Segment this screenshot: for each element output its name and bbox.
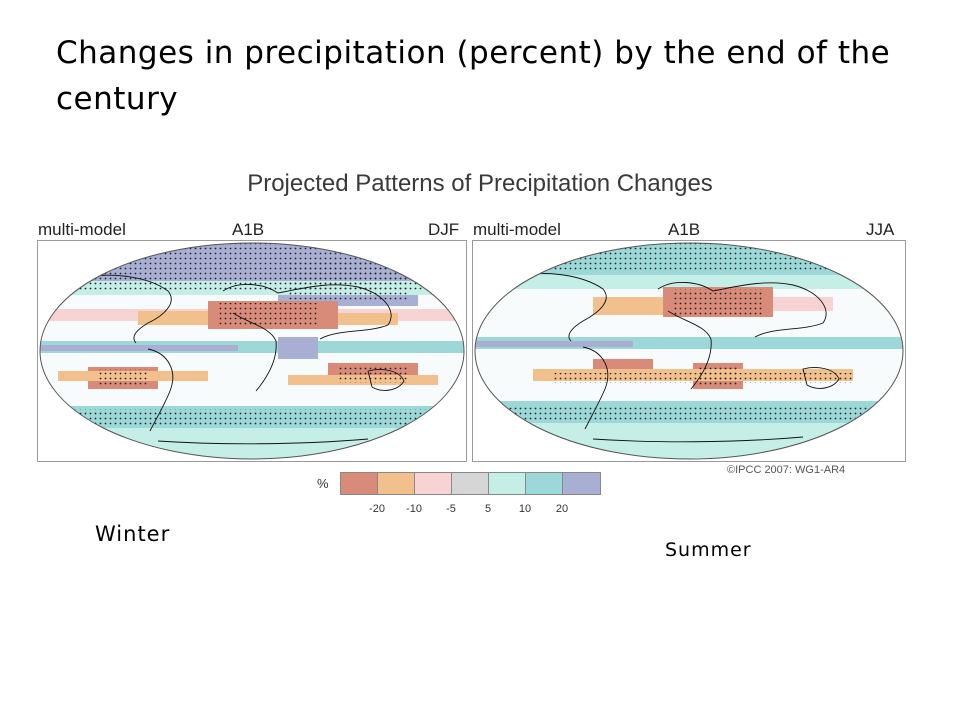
legend-swatch [489, 473, 526, 494]
legend-tick-label: 10 [518, 503, 532, 515]
right-panel-model-label: multi-model [473, 220, 561, 239]
color-legend-bar [340, 472, 601, 495]
right-panel-season-label: JJA [866, 220, 895, 239]
legend-tick-label: -20 [369, 503, 385, 515]
map-panel-jja [472, 240, 906, 462]
legend-tick-label: -5 [446, 503, 456, 515]
slide-title: Changes in precipitation (percent) by th… [56, 35, 891, 117]
legend-swatch [452, 473, 489, 494]
legend-swatch [341, 473, 378, 494]
legend-swatch [526, 473, 563, 494]
ipcc-credit: ©IPCC 2007: WG1-AR4 [727, 464, 846, 476]
legend-tick-label: -10 [406, 503, 422, 515]
djf-map-graphic [39, 242, 465, 460]
right-panel-scenario-label: A1B [668, 220, 701, 239]
figure-title: Projected Patterns of Precipitation Chan… [247, 170, 713, 197]
summer-caption: Summer [665, 539, 752, 561]
left-panel-scenario-label: A1B [232, 220, 265, 239]
legend-swatch [415, 473, 452, 494]
winter-caption: Winter [95, 522, 171, 546]
legend-tick-label: 5 [484, 503, 492, 515]
map-panel-djf [37, 240, 467, 462]
legend-swatch [378, 473, 415, 494]
legend-tick-label: 20 [555, 503, 569, 515]
left-panel-season-label: DJF [428, 220, 460, 239]
legend-unit-label: % [317, 476, 329, 491]
jja-map-graphic [474, 242, 904, 460]
legend-swatch [563, 473, 600, 494]
left-panel-model-label: multi-model [38, 220, 126, 239]
